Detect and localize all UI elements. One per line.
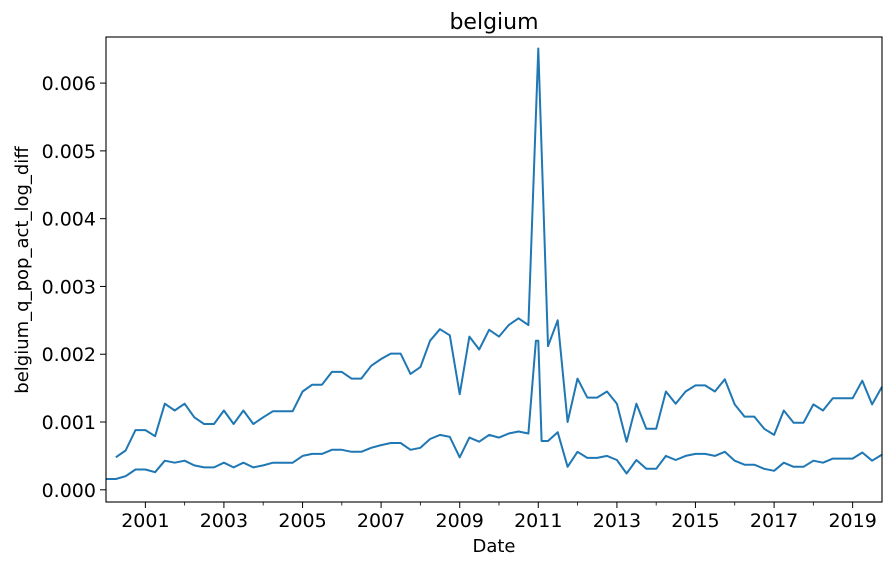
x-tick-label: 2019: [828, 510, 876, 532]
x-tick-label: 2015: [671, 510, 719, 532]
x-tick-label: 2003: [200, 510, 248, 532]
series-line-1: [115, 47, 883, 459]
y-tick-label: 0.004: [42, 209, 96, 231]
x-axis-label: Date: [472, 536, 515, 557]
series-line-2: [106, 339, 883, 480]
x-tick-label: 2017: [750, 510, 798, 532]
x-tick-label: 2009: [436, 510, 484, 532]
chart-marks: 0.000 0.001 0.002 0.003 0.004 0.005 0.006 2001 2…: [42, 47, 883, 532]
y-tick-label: 0.000: [42, 480, 96, 502]
x-tick-label: 2013: [593, 510, 641, 532]
x-tick-label: 2001: [121, 510, 169, 532]
y-tick-label: 0.003: [42, 276, 96, 298]
x-tick-label: 2005: [278, 510, 326, 532]
y-tick-label: 0.005: [42, 141, 96, 163]
x-tick-label: 2011: [514, 510, 562, 532]
chart-title: belgium: [449, 10, 538, 35]
y-axis-label: belgium_q_pop_act_log_diff: [12, 146, 33, 394]
y-tick-label: 0.001: [42, 412, 96, 434]
y-tick-label: 0.002: [42, 344, 96, 366]
plot-frame: [105, 36, 883, 503]
y-tick-label: 0.006: [42, 73, 96, 95]
x-tick-label: 2007: [357, 510, 405, 532]
